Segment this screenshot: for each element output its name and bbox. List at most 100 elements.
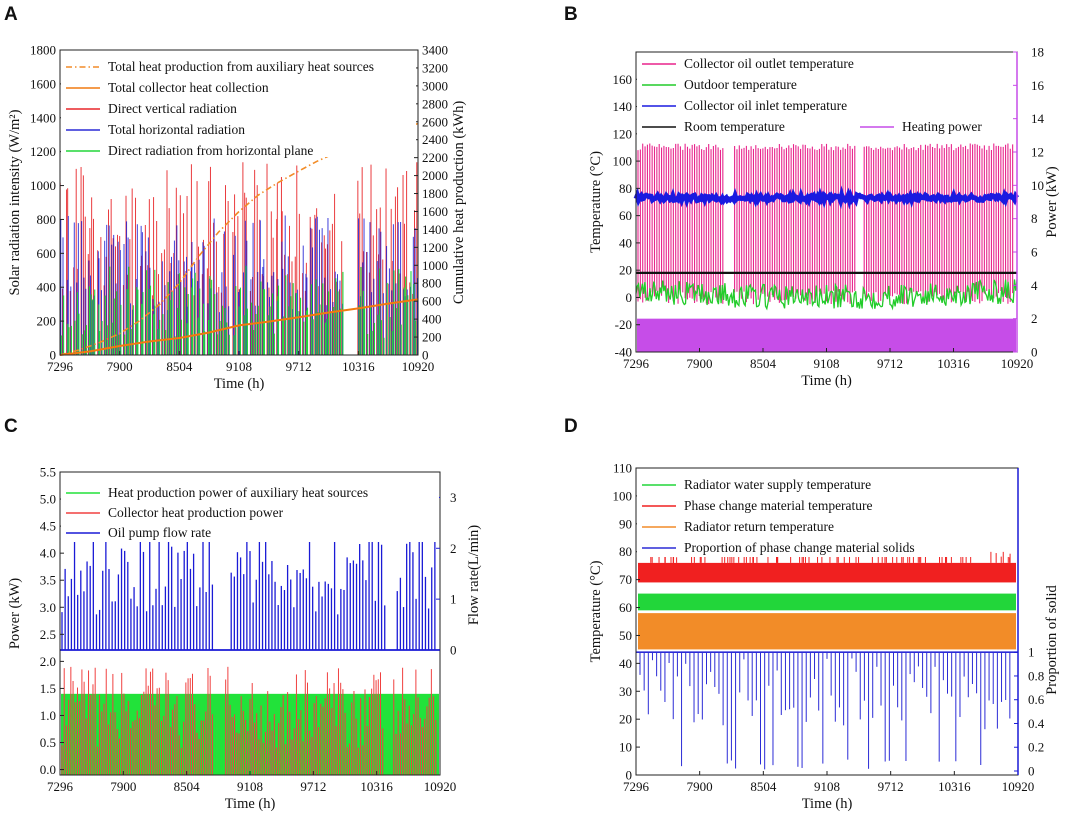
y-tick-label: 3.0 <box>40 600 56 615</box>
y2-tick-label: 1 <box>450 592 457 607</box>
y2-axis-title: Proportion of solid <box>1044 584 1060 694</box>
panel-label-c: C <box>4 416 18 437</box>
y2-tick-label: 0 <box>422 348 429 363</box>
x-tick-label: 10316 <box>937 356 970 371</box>
legend-label: Collector heat production power <box>108 505 284 520</box>
legend-label: Radiator return temperature <box>684 519 834 534</box>
x-tick-label: 9108 <box>814 356 840 371</box>
y-tick-label: 70 <box>619 572 632 587</box>
x-tick-label: 9712 <box>286 359 312 374</box>
x-tick-label: 8504 <box>750 779 777 794</box>
y2-tick-label: 14 <box>1031 111 1045 126</box>
x-tick-label: 7296 <box>623 356 650 371</box>
y-tick-label: 20 <box>619 263 632 278</box>
y-axis-title: Temperature (°C) <box>588 560 604 662</box>
y2-tick-label: 3400 <box>422 43 448 58</box>
legend-label: Total horizontal radiation <box>108 122 245 137</box>
panel-b: B 7296 7900 8504 9108 9712 10316 10920 Time (h)… <box>564 4 1060 389</box>
y-tick-label: 1600 <box>30 76 56 91</box>
x-tick-label: 7900 <box>687 779 713 794</box>
y-tick-label: 40 <box>619 656 632 671</box>
series-direct-radiation-horizontal-plane <box>60 265 419 355</box>
y-tick-label: 0 <box>50 348 57 363</box>
legend-label: Oil pump flow rate <box>108 525 211 540</box>
y2-axis-title: Power (kW) <box>1044 166 1060 237</box>
series-collector-heat-production-power <box>61 666 437 775</box>
panel-label-a: A <box>4 4 18 25</box>
y2-tick-label: 1 <box>1028 645 1035 660</box>
y2-axis-title: Flow rate(L/min) <box>466 525 482 625</box>
y2-tick-label: 2800 <box>422 96 448 111</box>
y-tick-label: 4.0 <box>40 546 56 561</box>
series-radiator-water-supply-temperature <box>638 593 1016 611</box>
y-tick-label: 800 <box>37 212 57 227</box>
legend-label: Collector oil inlet temperature <box>684 98 847 113</box>
y2-tick-label: 2600 <box>422 114 448 129</box>
y2-tick-label: 6 <box>1031 245 1038 260</box>
y2-tick-label: 1000 <box>422 258 448 273</box>
x-tick-label: 10920 <box>1001 356 1034 371</box>
x-tick-label: 7900 <box>110 779 136 794</box>
y2-tick-label: 3200 <box>422 60 448 75</box>
x-tick-label: 10920 <box>402 359 435 374</box>
y2-tick-label: 2400 <box>422 132 448 147</box>
y-tick-label: 50 <box>619 628 632 643</box>
y-tick-label: 200 <box>37 314 57 329</box>
y-tick-label: 0 <box>626 768 633 783</box>
y-tick-label: 100 <box>613 154 633 169</box>
y-tick-label: 600 <box>37 246 57 261</box>
x-tick-label: 9108 <box>237 779 263 794</box>
legend-label: Direct vertical radiation <box>108 101 237 116</box>
y2-tick-label: 1600 <box>422 204 448 219</box>
y-tick-label: 90 <box>619 516 632 531</box>
legend-box <box>61 480 439 542</box>
x-tick-label: 8504 <box>166 359 193 374</box>
y2-tick-label: 0 <box>1031 345 1038 360</box>
y2-tick-label: 0 <box>450 643 457 658</box>
y-tick-label: 40 <box>619 235 632 250</box>
y-tick-label: 60 <box>619 600 632 615</box>
heating-power-area <box>637 318 1016 352</box>
series-collector-oil-inlet-temperature <box>633 185 1020 210</box>
y2-tick-label: 1200 <box>422 240 448 255</box>
legend-label: Phase change material temperature <box>684 498 873 513</box>
y-axis-title: Solar radiation intensity (W/m²) <box>7 109 23 295</box>
y-tick-label: 2.5 <box>40 627 56 642</box>
y2-tick-label: 0.6 <box>1028 692 1045 707</box>
x-tick-label: 10920 <box>424 779 457 794</box>
series-collector-oil-outlet-temperature <box>637 143 1014 305</box>
x-axis-title: Time (h) <box>225 796 276 812</box>
y-tick-label: 160 <box>613 72 633 87</box>
y2-tick-label: 10 <box>1031 178 1044 193</box>
series-outdoor-temperature <box>635 279 1018 311</box>
x-tick-label: 9712 <box>300 779 326 794</box>
y2-tick-label: 4 <box>1031 278 1038 293</box>
panel-label-b: B <box>564 4 578 25</box>
pcm-temperature-spikes <box>650 551 1011 563</box>
x-axis-title: Time (h) <box>801 373 852 389</box>
y-tick-label: 100 <box>613 488 633 503</box>
y-tick-label: 110 <box>613 461 632 476</box>
y-tick-label: 5.5 <box>40 465 56 480</box>
y2-tick-label: 12 <box>1031 145 1044 160</box>
y-tick-label: 4.5 <box>40 519 56 534</box>
legend-box <box>637 53 1001 137</box>
y-tick-label: 1400 <box>30 110 56 125</box>
y2-tick-label: 3 <box>450 490 457 505</box>
panel-d: D 7296 7900 8504 9108 9712 10316 10920 Time (h)… <box>564 416 1060 812</box>
y-tick-label: 0.5 <box>40 735 56 750</box>
y2-tick-label: 8 <box>1031 211 1038 226</box>
legend-label: Radiator water supply temperature <box>684 477 871 492</box>
legend-label: Collector oil outlet temperature <box>684 56 854 71</box>
x-tick-label: 7900 <box>107 359 133 374</box>
legend-label: Room temperature <box>684 119 785 134</box>
y2-tick-label: 800 <box>422 276 442 291</box>
y-tick-label: 140 <box>613 99 633 114</box>
y2-tick-label: 3000 <box>422 78 448 93</box>
legend-box <box>637 471 987 557</box>
series-oil-pump-flow-rate <box>61 518 436 650</box>
x-tick-label: 10316 <box>342 359 375 374</box>
y2-tick-label: 400 <box>422 312 442 327</box>
y-tick-label: 3.5 <box>40 573 56 588</box>
